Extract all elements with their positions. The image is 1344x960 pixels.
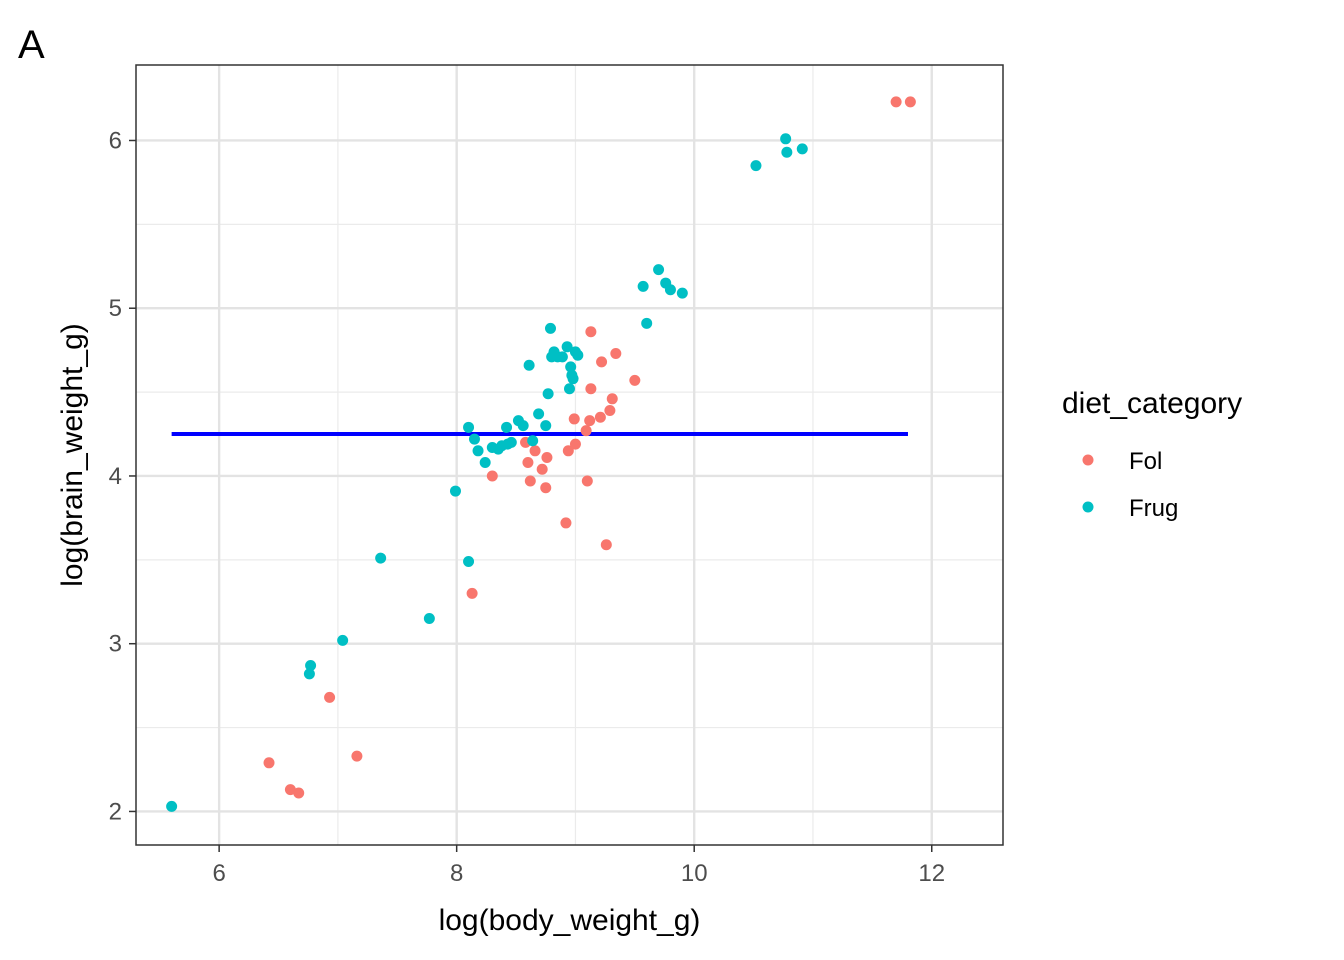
point-frug xyxy=(750,160,762,172)
point-frug xyxy=(641,317,653,329)
x-tick-label: 10 xyxy=(681,860,708,887)
point-fol xyxy=(890,96,902,108)
point-frug xyxy=(523,359,535,371)
data-points xyxy=(166,96,916,812)
legend-key-fol xyxy=(1082,454,1094,466)
point-fol xyxy=(284,784,296,796)
point-frug xyxy=(166,800,178,812)
point-frug xyxy=(527,435,539,447)
y-tick-label: 6 xyxy=(109,127,122,154)
point-frug xyxy=(540,420,552,432)
point-frug xyxy=(479,457,491,469)
point-fol xyxy=(524,475,536,487)
point-frug xyxy=(517,420,529,432)
point-fol xyxy=(584,415,596,427)
point-fol xyxy=(536,463,548,475)
point-fol xyxy=(522,457,534,469)
x-tick-label: 6 xyxy=(212,860,225,887)
point-frug xyxy=(565,361,577,373)
panel-border xyxy=(135,64,1004,846)
y-tick-label: 5 xyxy=(109,295,122,322)
point-fol xyxy=(569,438,581,450)
point-fol xyxy=(263,757,275,769)
point-frug xyxy=(533,408,545,420)
point-frug xyxy=(305,660,317,672)
legend: diet_category Fol Frug xyxy=(1062,387,1242,522)
point-fol xyxy=(351,750,363,762)
point-frug xyxy=(653,264,665,276)
point-fol xyxy=(486,470,498,482)
legend-key-frug xyxy=(1082,501,1094,513)
y-tick-label: 2 xyxy=(109,798,122,825)
point-frug xyxy=(501,421,513,433)
x-tick-label: 8 xyxy=(450,860,463,887)
point-frug xyxy=(572,349,584,361)
point-frug xyxy=(472,445,484,457)
point-fol xyxy=(594,411,606,423)
point-frug xyxy=(796,143,808,155)
point-fol xyxy=(596,356,608,368)
point-frug xyxy=(544,322,556,334)
point-frug xyxy=(564,383,575,395)
point-frug xyxy=(664,284,676,296)
point-frug xyxy=(567,373,579,385)
point-frug xyxy=(542,388,554,400)
point-fol xyxy=(610,348,622,360)
legend-label-fol: Fol xyxy=(1129,448,1162,475)
point-fol xyxy=(904,96,916,108)
point-fol xyxy=(606,393,618,405)
point-fol xyxy=(529,445,541,457)
point-frug xyxy=(337,634,349,646)
x-axis-title: log(body_weight_g) xyxy=(439,904,701,937)
point-fol xyxy=(324,691,336,703)
point-fol xyxy=(585,326,597,338)
point-fol xyxy=(562,445,574,457)
point-fol xyxy=(568,413,580,425)
point-frug xyxy=(463,421,475,433)
legend-label-frug: Frug xyxy=(1129,495,1178,522)
point-fol xyxy=(560,517,572,529)
y-tick-label: 3 xyxy=(109,631,122,658)
x-tick-label: 12 xyxy=(918,860,945,887)
point-fol xyxy=(600,539,612,551)
legend-title: diet_category xyxy=(1062,387,1242,420)
series-frug xyxy=(166,133,808,812)
point-fol xyxy=(541,452,553,464)
y-axis-title: log(brain_weight_g) xyxy=(56,323,89,587)
x-axis: 6 8 10 12 xyxy=(212,845,945,887)
y-tick-label: 4 xyxy=(109,463,122,490)
point-frug xyxy=(468,433,480,445)
panel-label: A xyxy=(18,23,45,67)
grid-major xyxy=(136,65,1003,845)
point-frug xyxy=(303,668,315,680)
point-fol xyxy=(604,405,616,417)
series-fol xyxy=(263,96,916,799)
point-frug xyxy=(556,351,568,363)
point-frug xyxy=(375,552,387,564)
point-fol xyxy=(580,425,592,437)
point-fol xyxy=(293,787,305,799)
point-frug xyxy=(637,280,649,292)
point-frug xyxy=(463,556,475,568)
point-fol xyxy=(585,383,597,395)
point-fol xyxy=(629,374,641,386)
point-frug xyxy=(449,485,461,497)
y-axis: 2 3 4 5 6 xyxy=(109,127,136,825)
point-frug xyxy=(676,287,688,299)
point-frug xyxy=(780,133,792,145)
point-frug xyxy=(505,436,517,448)
plot-panel xyxy=(135,64,1004,846)
point-frug xyxy=(781,146,793,158)
point-fol xyxy=(581,475,593,487)
point-fol xyxy=(466,587,478,599)
point-fol xyxy=(540,482,552,494)
point-frug xyxy=(561,341,573,353)
point-frug xyxy=(423,613,435,625)
